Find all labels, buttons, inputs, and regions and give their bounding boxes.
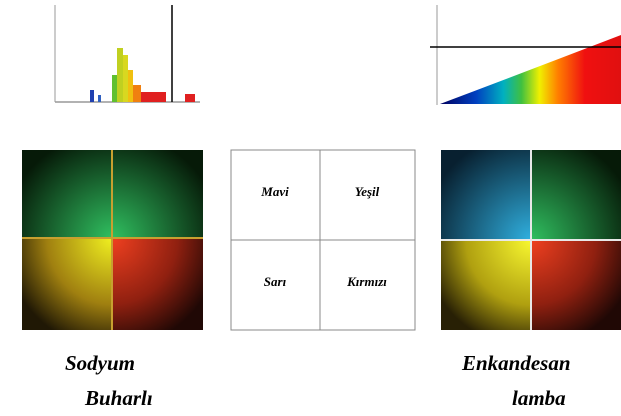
cell-label: Yeşil [355,184,380,199]
incandescent-squares [441,150,621,330]
cell-label: Sarı [264,274,287,289]
caption: Buharlı [84,386,153,410]
caption: Sodyum [65,351,135,375]
incandescent-spectrum [430,5,621,105]
caption: lamba [512,386,566,410]
color-grid: Mavi Yeşil Sarı Kırmızı [231,150,415,330]
cell-label: Mavi [260,184,289,199]
caption: Enkandesan [461,351,571,375]
sodium-spectrum [55,5,200,102]
figure: Mavi Yeşil Sarı Kırmızı Sodyum Buharlı E… [0,0,621,416]
sodium-squares [22,150,203,330]
cell-label: Kırmızı [346,274,387,289]
